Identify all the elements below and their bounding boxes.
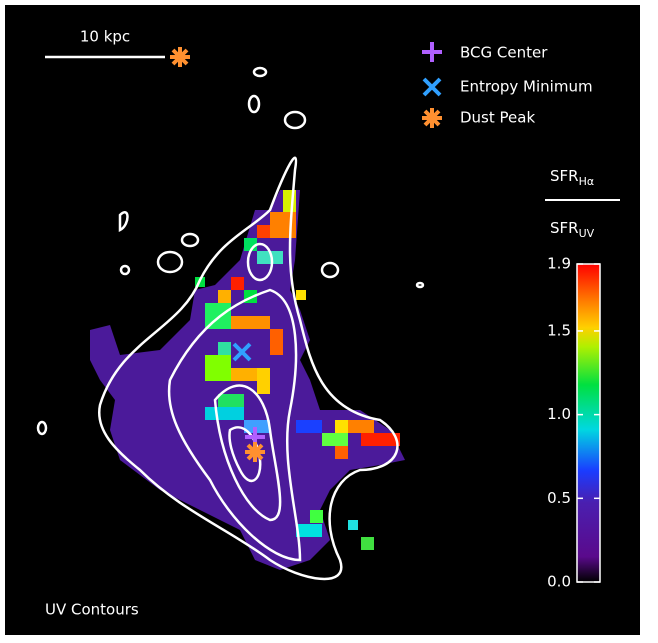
colorbar-scale: [577, 264, 600, 582]
denominator: SFR: [550, 219, 579, 237]
tick-label: 1.5: [547, 321, 571, 339]
tick-label: 1.0: [547, 405, 571, 423]
legend-label: BCG Center: [460, 44, 548, 62]
numerator: SFR: [550, 167, 579, 185]
tick-label: 0.0: [547, 573, 571, 591]
tick-label: 1.9: [547, 255, 571, 273]
legend-label: Dust Peak: [460, 109, 535, 127]
scale-label: 10 kpc: [80, 28, 130, 46]
page: 10 kpc BCG Center Entropy Minimum Dust P…: [0, 0, 658, 643]
denominator-sub: UV: [579, 227, 595, 240]
legend-label: Entropy Minimum: [460, 78, 593, 96]
figure: 10 kpc BCG Center Entropy Minimum Dust P…: [0, 0, 658, 643]
caption: UV Contours: [45, 601, 139, 619]
numerator-sub: Hα: [579, 175, 595, 188]
tick-label: 0.5: [547, 489, 571, 507]
